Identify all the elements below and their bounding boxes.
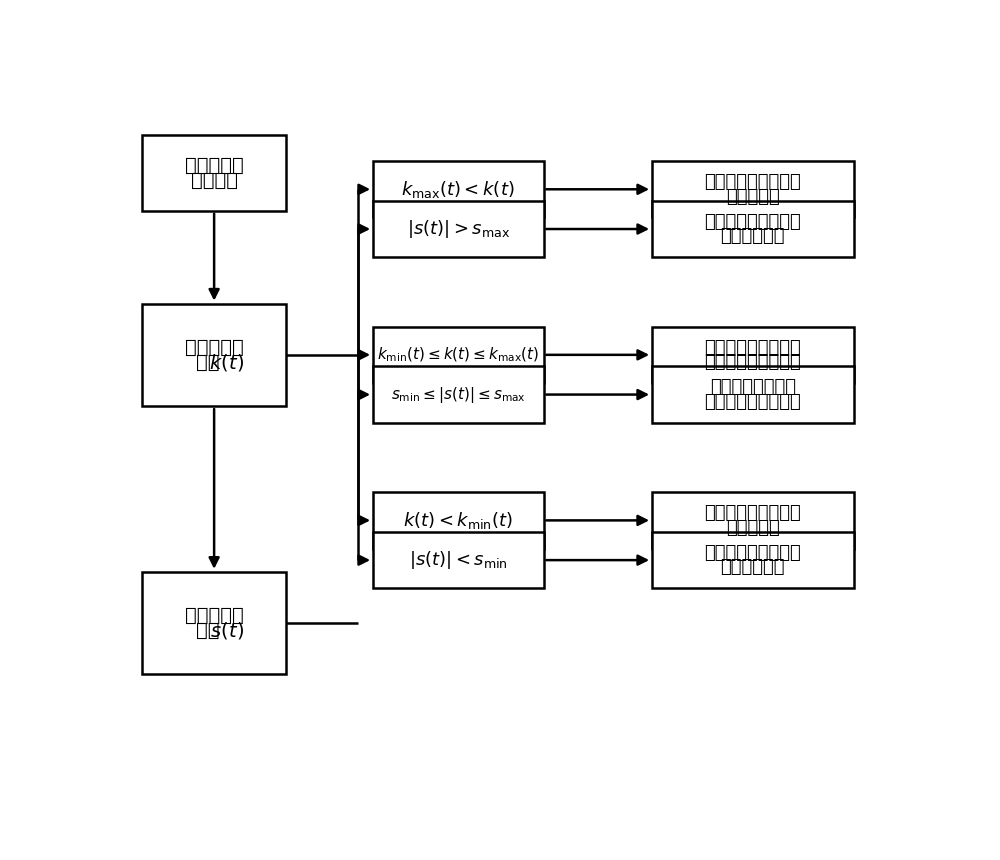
Text: 微电网自平: 微电网自平 bbox=[185, 606, 244, 625]
Text: $k_{\mathrm{max}}(t) < k(t)$: $k_{\mathrm{max}}(t) < k(t)$ bbox=[401, 179, 515, 200]
Bar bbox=[373, 327, 544, 383]
Text: 延长储能寿命: 延长储能寿命 bbox=[720, 558, 785, 576]
Text: 自平滑在允许范围: 自平滑在允许范围 bbox=[710, 378, 796, 396]
Bar bbox=[652, 327, 854, 383]
Text: $s(t)$: $s(t)$ bbox=[192, 620, 244, 641]
Bar bbox=[142, 135, 286, 211]
Bar bbox=[373, 492, 544, 549]
Bar bbox=[373, 161, 544, 218]
Bar bbox=[373, 201, 544, 257]
Text: 内，系统稳定运行。: 内，系统稳定运行。 bbox=[704, 353, 801, 372]
Text: 减少微电源出力或投: 减少微电源出力或投 bbox=[704, 173, 801, 191]
Text: 衡度: 衡度 bbox=[196, 353, 232, 372]
Bar bbox=[652, 492, 854, 549]
Text: 加大储能调节力度，: 加大储能调节力度， bbox=[704, 212, 801, 230]
Text: $k_{\mathrm{min}}(t)\leq k(t)\leq k_{\mathrm{max}}(t)$: $k_{\mathrm{min}}(t)\leq k(t)\leq k_{\ma… bbox=[377, 346, 539, 364]
Text: 加大微电源出力或切: 加大微电源出力或切 bbox=[704, 504, 801, 522]
Bar bbox=[652, 161, 854, 218]
Text: $k(t) < k_{\mathrm{min}}(t)$: $k(t) < k_{\mathrm{min}}(t)$ bbox=[403, 510, 513, 531]
Text: $k(t)$: $k(t)$ bbox=[191, 352, 245, 372]
Bar bbox=[373, 366, 544, 423]
Bar bbox=[142, 304, 286, 406]
Text: 入可控负荷: 入可控负荷 bbox=[726, 187, 780, 206]
Text: 减少储能调节力度，: 减少储能调节力度， bbox=[704, 544, 801, 562]
Text: 微电网并网: 微电网并网 bbox=[185, 156, 244, 175]
Text: 内，系统稳定运行。: 内，系统稳定运行。 bbox=[704, 393, 801, 411]
Text: $s_{\mathrm{min}}\leq|s(t)|\leq s_{\mathrm{max}}$: $s_{\mathrm{min}}\leq|s(t)|\leq s_{\math… bbox=[391, 384, 526, 404]
Text: $|s(t)| > s_{\mathrm{max}}$: $|s(t)| > s_{\mathrm{max}}$ bbox=[407, 218, 510, 240]
Bar bbox=[142, 572, 286, 674]
Text: 平抑过度波动: 平抑过度波动 bbox=[720, 227, 785, 245]
Bar bbox=[652, 532, 854, 588]
Bar bbox=[652, 201, 854, 257]
Bar bbox=[373, 532, 544, 588]
Text: 控制策略: 控制策略 bbox=[191, 170, 238, 189]
Text: 滑度: 滑度 bbox=[196, 621, 232, 640]
Text: $|s(t)| < s_{\mathrm{min}}$: $|s(t)| < s_{\mathrm{min}}$ bbox=[409, 550, 508, 571]
Text: 微电网自平: 微电网自平 bbox=[185, 338, 244, 357]
Bar bbox=[652, 366, 854, 423]
Text: 除可控负荷: 除可控负荷 bbox=[726, 519, 780, 537]
Text: 自平衡度在允许范围: 自平衡度在允许范围 bbox=[704, 339, 801, 357]
